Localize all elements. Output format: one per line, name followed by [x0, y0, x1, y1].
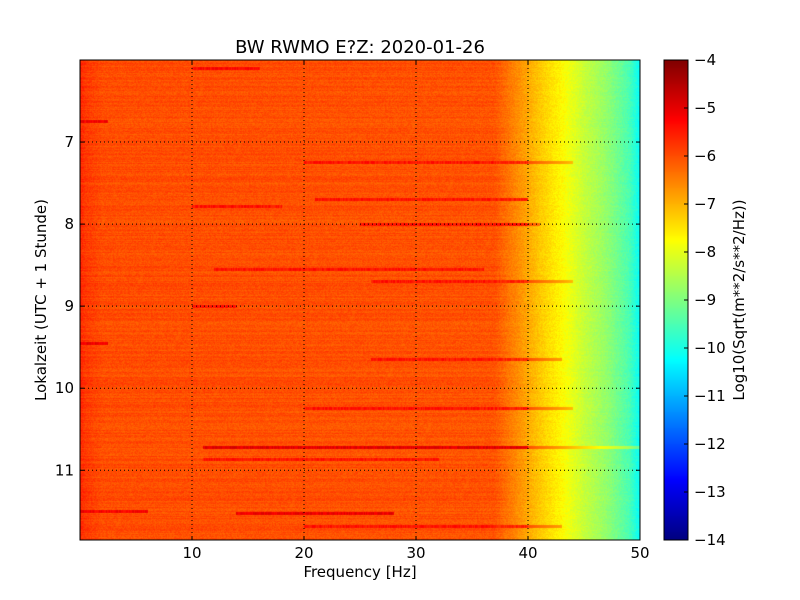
colorbar-tick-label: −4 — [694, 51, 716, 69]
x-axis-ticks: 10 20 30 40 50 — [182, 60, 650, 562]
colorbar-tick-label: −6 — [694, 147, 716, 165]
y-tick-label: 9 — [64, 297, 74, 315]
heatmap-image — [80, 60, 640, 540]
y-tick-label: 7 — [64, 133, 74, 151]
x-tick-label: 50 — [630, 544, 649, 562]
y-tick-label: 10 — [55, 379, 74, 397]
colorbar-label: Log10(Sqrt(m**2/s**2/Hz)) — [730, 199, 748, 400]
colorbar: −4 −5 −6 −7 −8 −9 −10 −11 −12 −13 −14 — [663, 51, 726, 549]
colorbar-tick-label: −10 — [694, 339, 726, 357]
y-tick-label: 8 — [64, 215, 74, 233]
colorbar-tick-label: −8 — [694, 243, 716, 261]
colorbar-tick-label: −14 — [694, 531, 726, 549]
y-axis-label: Lokalzeit (UTC + 1 Stunde) — [32, 199, 50, 401]
x-tick-label: 20 — [294, 544, 313, 562]
x-tick-label: 10 — [182, 544, 201, 562]
colorbar-tick-label: −9 — [694, 291, 716, 309]
chart-title: BW RWMO E?Z: 2020-01-26 — [235, 37, 485, 58]
x-tick-label: 40 — [518, 544, 537, 562]
plot-area: 10 20 30 40 50 7 8 9 10 11 — [55, 59, 650, 562]
plot-frame — [79, 59, 641, 541]
colorbar-tick-label: −7 — [694, 195, 716, 213]
colorbar-tick-label: −5 — [694, 99, 716, 117]
colorbar-ticks: −4 −5 −6 −7 −8 −9 −10 −11 −12 −13 −14 — [684, 51, 726, 549]
colorbar-tick-label: −11 — [694, 387, 726, 405]
x-axis-label: Frequency [Hz] — [303, 563, 416, 581]
colorbar-tick-label: −13 — [694, 483, 726, 501]
colorbar-tick-label: −12 — [694, 435, 726, 453]
y-tick-label: 11 — [55, 461, 74, 479]
y-axis-ticks: 7 8 9 10 11 — [55, 133, 640, 479]
x-tick-label: 30 — [406, 544, 425, 562]
grid-lines — [80, 60, 640, 540]
